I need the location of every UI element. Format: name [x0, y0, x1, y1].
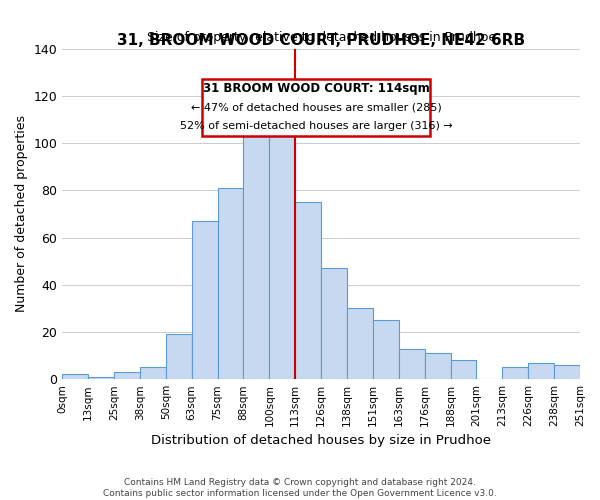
Bar: [321, 268, 347, 379]
Bar: [399, 348, 425, 379]
Bar: [192, 221, 218, 379]
Bar: [528, 362, 554, 379]
Text: Contains HM Land Registry data © Crown copyright and database right 2024.
Contai: Contains HM Land Registry data © Crown c…: [103, 478, 497, 498]
Bar: [166, 334, 192, 379]
Bar: [295, 202, 321, 379]
X-axis label: Distribution of detached houses by size in Prudhoe: Distribution of detached houses by size …: [151, 434, 491, 448]
Bar: [451, 360, 476, 379]
Text: 52% of semi-detached houses are larger (316) →: 52% of semi-detached houses are larger (…: [179, 121, 452, 131]
Bar: [140, 368, 166, 379]
Title: 31, BROOM WOOD COURT, PRUDHOE, NE42 6RB: 31, BROOM WOOD COURT, PRUDHOE, NE42 6RB: [117, 32, 525, 48]
Bar: [373, 320, 399, 379]
Bar: [347, 308, 373, 379]
Bar: [62, 374, 88, 379]
Y-axis label: Number of detached properties: Number of detached properties: [15, 116, 28, 312]
Text: 31 BROOM WOOD COURT: 114sqm: 31 BROOM WOOD COURT: 114sqm: [203, 82, 430, 96]
Bar: [244, 120, 269, 379]
Bar: [218, 188, 244, 379]
FancyBboxPatch shape: [202, 78, 430, 136]
Bar: [88, 377, 114, 379]
Bar: [425, 353, 451, 379]
Bar: [554, 365, 580, 379]
Text: Size of property relative to detached houses in Prudhoe: Size of property relative to detached ho…: [146, 31, 496, 44]
Text: ← 47% of detached houses are smaller (285): ← 47% of detached houses are smaller (28…: [191, 102, 442, 113]
Bar: [269, 132, 295, 379]
Bar: [114, 372, 140, 379]
Bar: [502, 368, 528, 379]
